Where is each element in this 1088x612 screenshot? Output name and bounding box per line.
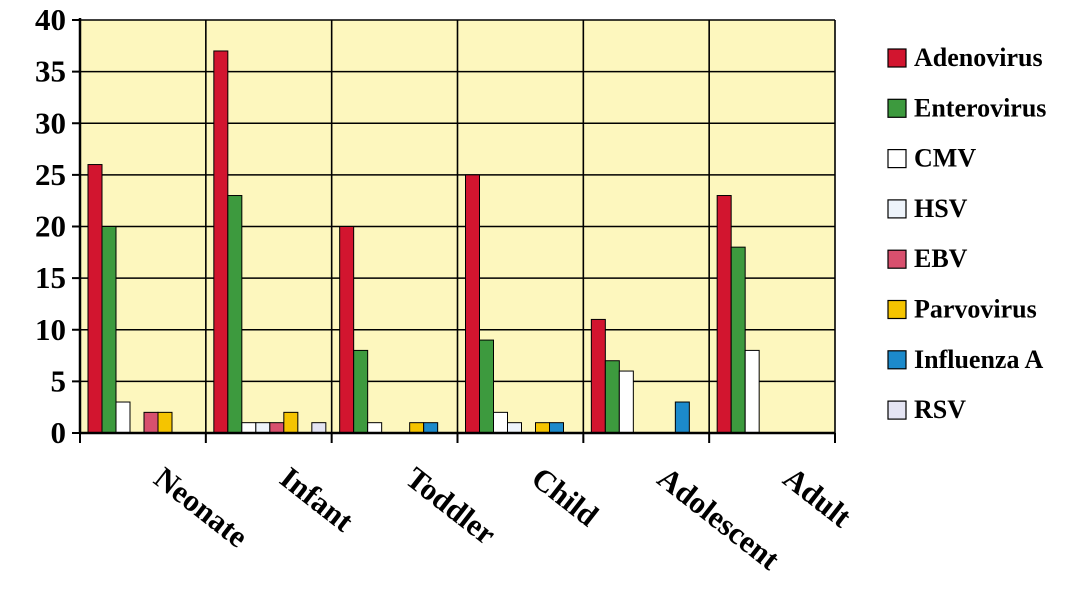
legend-swatch-ebv [887, 249, 907, 269]
y-tick-label: 10 [35, 312, 66, 347]
y-tick-label: 5 [51, 363, 67, 398]
bar-adenovirus-child [465, 174, 480, 434]
bar-parvovirus-infant [283, 411, 299, 434]
bar-parvovirus-toddler [409, 422, 425, 434]
bar-cmv-adult [744, 349, 760, 434]
category-label-toddler: Toddler [399, 460, 503, 552]
bar-parvovirus-child [535, 422, 550, 434]
bar-parvovirus-neonate [157, 411, 173, 434]
bar-adenovirus-infant [213, 50, 229, 434]
bar-cmv-infant [241, 422, 257, 434]
bar-rsv-infant [311, 422, 327, 434]
bar-adenovirus-toddler [339, 226, 355, 434]
legend-label-cmv: CMV [914, 144, 976, 173]
bar-adenovirus-adolescent [590, 318, 606, 434]
bar-enterovirus-adolescent [604, 360, 620, 434]
category-label-neonate: Neonate [148, 460, 255, 554]
category-label-child: Child [525, 460, 605, 533]
bar-enterovirus-toddler [353, 349, 369, 434]
bar-influenza-a-child [549, 422, 564, 434]
bar-hsv-child [507, 422, 522, 434]
y-tick-label: 15 [35, 260, 66, 295]
category-label-adult: Adult [777, 460, 859, 535]
bar-enterovirus-infant [227, 195, 243, 434]
bar-cmv-toddler [367, 422, 383, 434]
bar-cmv-child [493, 411, 508, 434]
legend-swatch-rsv [887, 400, 907, 420]
y-tick-label: 20 [35, 209, 66, 244]
bar-influenza-a-adolescent [674, 401, 690, 434]
bar-ebv-neonate [143, 411, 159, 434]
bar-influenza-a-toddler [423, 422, 439, 434]
legend-label-enterovirus: Enterovirus [914, 93, 1046, 122]
bar-enterovirus-adult [730, 246, 746, 434]
y-tick-label: 25 [35, 157, 66, 192]
y-tick-label: 30 [35, 105, 66, 140]
category-label-adolescent: Adolescent [651, 460, 787, 577]
y-tick-labels: 0 5 10 15 20 25 30 35 40 [35, 2, 66, 450]
axes [72, 18, 836, 443]
bar-adenovirus-neonate [87, 164, 103, 434]
legend: Adenovirus Enterovirus CMV HSV EBV Parvovirus… [887, 43, 1046, 424]
y-tick-label: 40 [35, 2, 66, 37]
legend-label-hsv: HSV [914, 194, 968, 223]
bar-adenovirus-adult [716, 195, 732, 434]
bar-cmv-adolescent [618, 370, 634, 434]
legend-label-adenovirus: Adenovirus [914, 43, 1043, 72]
legend-swatch-hsv [887, 199, 907, 219]
legend-swatch-influenza-a [887, 350, 907, 370]
category-label-infant: Infant [274, 460, 361, 539]
bar-enterovirus-neonate [101, 226, 117, 434]
legend-swatch-cmv [887, 149, 907, 169]
legend-label-parvovirus: Parvovirus [914, 295, 1037, 324]
bar-hsv-infant [255, 422, 271, 434]
legend-label-ebv: EBV [914, 244, 968, 273]
bar-cmv-neonate [115, 401, 131, 434]
legend-label-influenza-a: Influenza A [914, 345, 1044, 374]
legend-swatch-enterovirus [887, 98, 907, 118]
bar-enterovirus-child [479, 339, 494, 434]
legend-swatch-adenovirus [887, 48, 907, 68]
bar-ebv-infant [269, 422, 285, 434]
y-tick-label: 35 [35, 54, 66, 89]
legend-swatch-parvovirus [887, 299, 907, 320]
grid-lines [80, 19, 836, 433]
y-tick-label: 0 [51, 415, 67, 450]
legend-label-rsv: RSV [914, 395, 966, 424]
